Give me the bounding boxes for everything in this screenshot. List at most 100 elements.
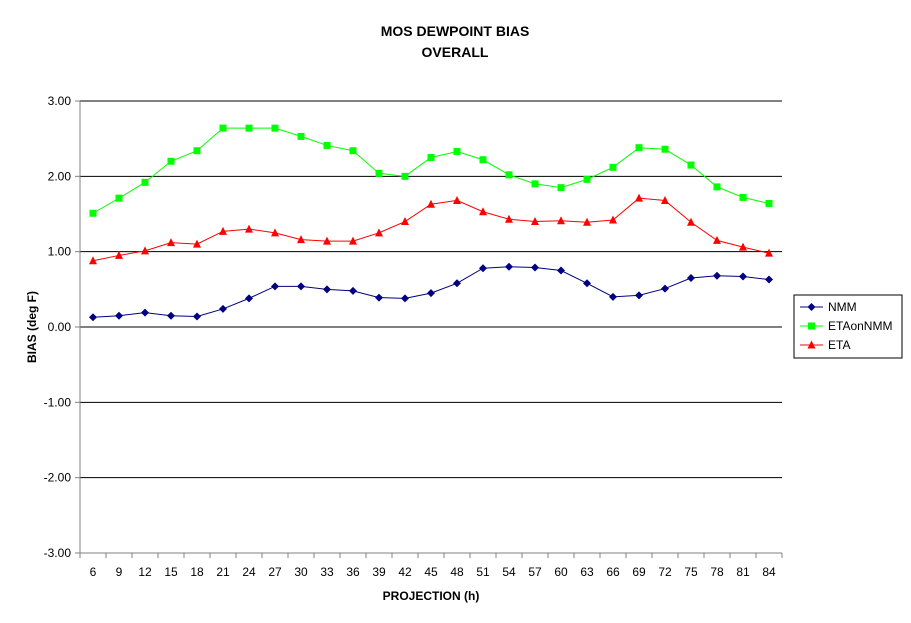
series-nmm [89, 262, 773, 322]
y-tick-label: -1.00 [44, 395, 72, 409]
data-point-nmm [479, 264, 487, 273]
y-tick-label: 0.00 [48, 320, 72, 334]
data-point-etaonnmm [609, 163, 617, 171]
x-axis-title: PROJECTION (h) [383, 589, 480, 603]
legend-item-nmm: NMM [800, 300, 857, 314]
x-tick-label: 36 [346, 565, 360, 579]
data-point-eta [687, 217, 695, 226]
data-point-etaonnmm [531, 180, 539, 188]
legend-label: ETA [828, 338, 850, 352]
data-point-nmm [765, 275, 773, 284]
data-point-eta [557, 216, 565, 225]
legend: NMM ETAonNMM ETA [793, 294, 903, 359]
legend-marker [807, 303, 816, 311]
data-point-eta [349, 236, 357, 245]
x-tick-label: 54 [502, 565, 516, 579]
x-tick-label: 81 [736, 565, 750, 579]
data-point-eta [635, 193, 643, 202]
data-point-nmm [167, 311, 175, 320]
data-point-eta [479, 207, 487, 216]
legend-marker [808, 322, 815, 330]
data-point-etaonnmm [297, 132, 305, 140]
x-tick-label: 9 [116, 565, 123, 579]
data-point-etaonnmm [713, 183, 721, 191]
x-tick-label: 69 [632, 565, 646, 579]
data-point-nmm [245, 294, 253, 303]
x-tick-label: 75 [684, 565, 698, 579]
series-etaonnmm [89, 124, 773, 217]
x-tick-label: 72 [658, 565, 672, 579]
y-tick-label: 2.00 [48, 169, 72, 183]
series-eta [89, 193, 773, 265]
x-tick-label: 60 [554, 565, 568, 579]
data-point-nmm [193, 312, 201, 321]
x-tick-label: 6 [90, 565, 97, 579]
data-point-eta [583, 217, 591, 226]
data-point-etaonnmm [245, 124, 253, 132]
data-point-nmm [141, 308, 149, 317]
data-point-eta [141, 246, 149, 255]
legend-marker [807, 340, 816, 349]
x-tick-label: 51 [476, 565, 490, 579]
chart-title: MOS DEWPOINT BIAS [381, 23, 530, 39]
y-tick-label: -3.00 [44, 546, 72, 560]
data-point-nmm [635, 291, 643, 300]
data-point-etaonnmm [349, 147, 357, 155]
data-point-etaonnmm [765, 199, 773, 207]
data-point-eta [505, 214, 513, 223]
data-point-nmm [271, 282, 279, 291]
chart-subtitle: OVERALL [422, 44, 489, 60]
data-point-eta [401, 217, 409, 226]
data-point-etaonnmm [401, 172, 409, 180]
data-point-nmm [115, 311, 123, 320]
data-point-eta [765, 248, 773, 257]
data-point-etaonnmm [661, 145, 669, 153]
data-point-etaonnmm [271, 124, 279, 132]
x-tick-label: 30 [294, 565, 308, 579]
data-point-nmm [505, 262, 513, 271]
data-point-etaonnmm [323, 141, 331, 149]
data-point-eta [427, 199, 435, 208]
y-tick-label: -2.00 [44, 471, 72, 485]
y-tick-label: 3.00 [48, 94, 72, 108]
data-point-etaonnmm [167, 157, 175, 165]
data-point-etaonnmm [557, 184, 565, 192]
data-point-eta [115, 250, 123, 259]
x-tick-label: 66 [606, 565, 620, 579]
x-tick-label: 84 [762, 565, 776, 579]
data-point-etaonnmm [505, 171, 513, 179]
data-point-etaonnmm [219, 124, 227, 132]
data-point-eta [271, 228, 279, 237]
y-axis-title: BIAS (deg F) [25, 291, 39, 363]
data-point-nmm [687, 274, 695, 283]
x-tick-label: 48 [450, 565, 464, 579]
data-point-etaonnmm [115, 194, 123, 202]
data-point-etaonnmm [141, 178, 149, 186]
data-point-etaonnmm [89, 209, 97, 217]
data-point-eta [661, 195, 669, 204]
data-point-nmm [453, 279, 461, 288]
data-point-etaonnmm [687, 161, 695, 169]
x-tick-label: 27 [268, 565, 282, 579]
data-point-nmm [375, 293, 383, 302]
data-point-nmm [219, 304, 227, 313]
data-point-etaonnmm [635, 144, 643, 152]
data-point-nmm [297, 282, 305, 291]
x-tick-label: 45 [424, 565, 438, 579]
x-tick-label: 39 [372, 565, 386, 579]
data-point-eta [739, 242, 747, 251]
legend-label: NMM [828, 300, 857, 314]
data-point-eta [193, 239, 201, 248]
data-point-etaonnmm [583, 175, 591, 183]
data-point-eta [89, 256, 97, 265]
data-point-eta [167, 238, 175, 247]
data-point-eta [375, 228, 383, 237]
data-point-etaonnmm [193, 147, 201, 155]
x-tick-label: 42 [398, 565, 412, 579]
data-point-nmm [661, 284, 669, 293]
data-point-etaonnmm [453, 147, 461, 155]
data-point-eta [609, 215, 617, 224]
data-point-nmm [89, 313, 97, 322]
data-point-nmm [401, 294, 409, 303]
x-axis-ticks: 6 9 12 15 18 21 24 27 30 33 36 39 42 45 48 51 54 57 60 63 66… [79, 553, 783, 579]
